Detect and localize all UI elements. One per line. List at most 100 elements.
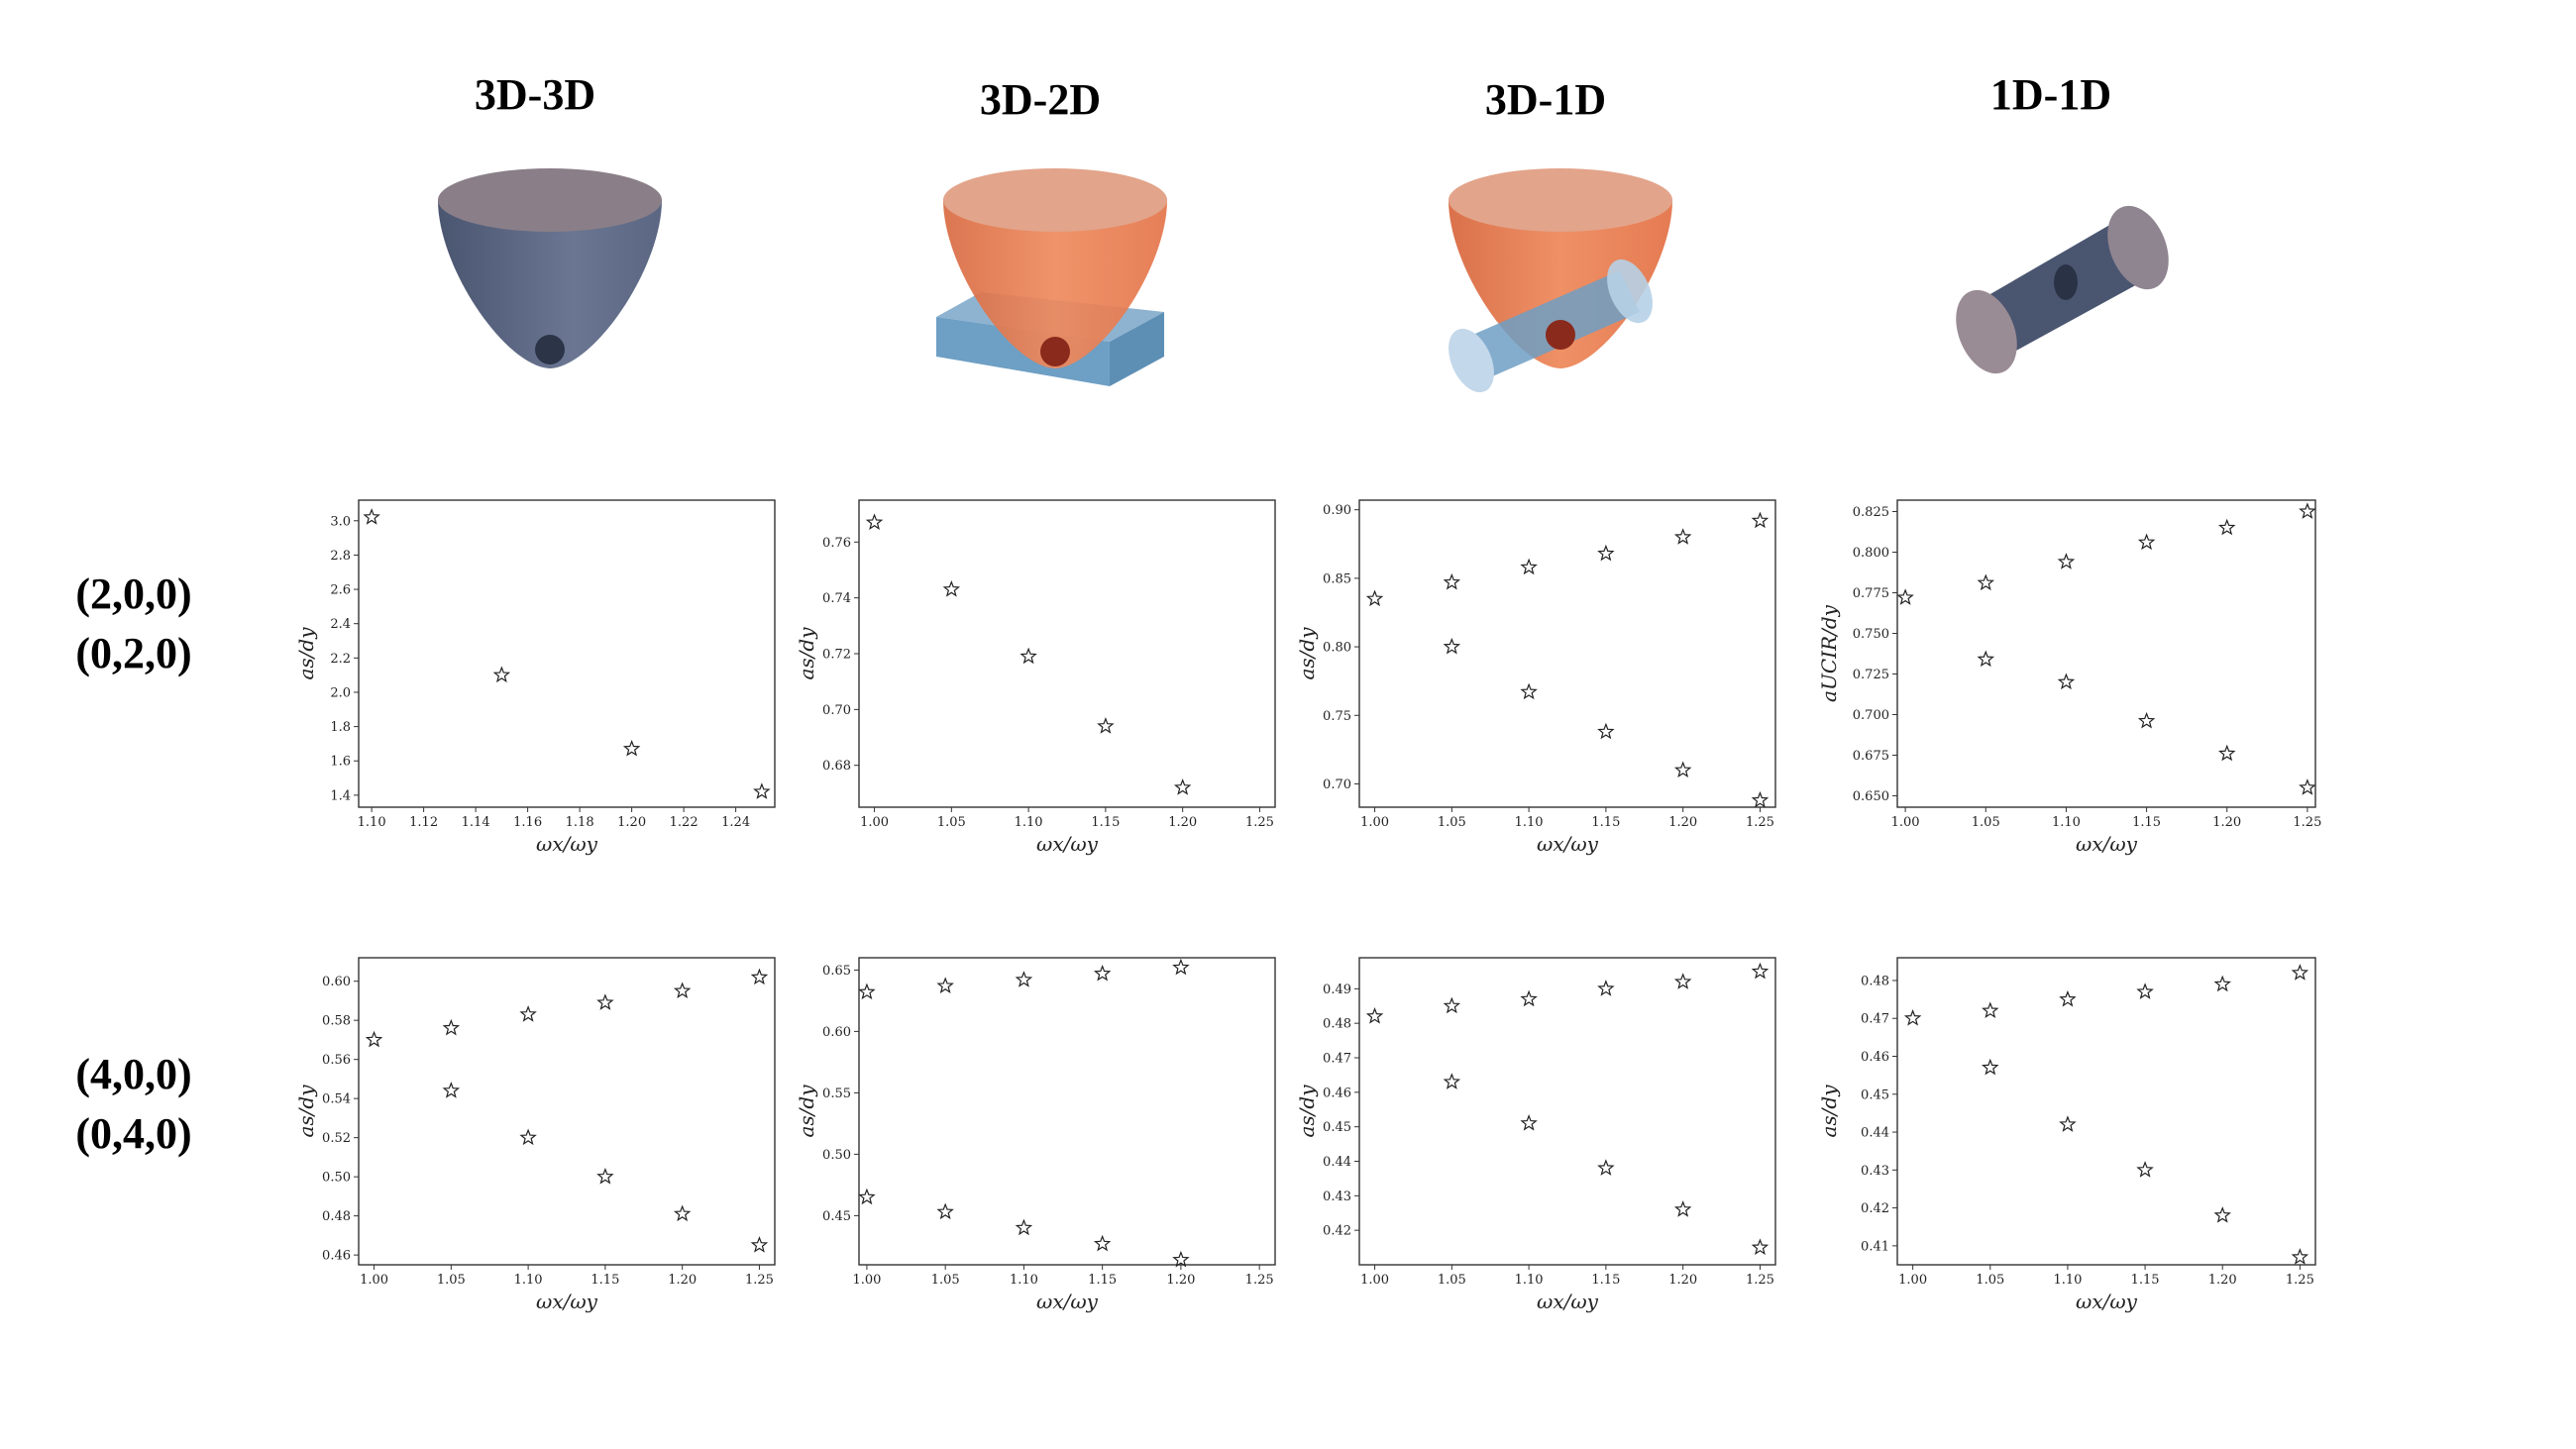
y-tick-label: 0.700 [1853,708,1889,723]
column-title-3d-2d: 3D-2D [979,75,1102,124]
x-tick-label: 1.10 [2052,815,2081,830]
x-tick-label: 1.05 [1976,1273,2004,1288]
chart-3d-2d-200: 1.00 1.05 1.10 1.15 1.20 1.25 0.68 0.70 0.72 0.74… [795,499,1276,856]
data-point-star [2057,553,2076,569]
y-tick-label: 0.42 [1861,1201,1889,1216]
x-tick-label: 1.25 [1746,815,1774,830]
atom [1546,320,1575,350]
y-axis-label: as/dy [1295,627,1319,680]
plot-frame [858,499,1276,808]
data-point-star [2291,964,2309,981]
x-tick-label: 1.10 [358,815,386,830]
data-point-star [858,1188,876,1205]
data-point-star [2059,1115,2077,1132]
y-tick-label: 0.54 [322,1092,351,1107]
y-tick-label: 0.675 [1853,749,1889,764]
trap-rim [438,168,662,232]
trap-1d-1d-illustration [1956,205,2169,374]
x-tick-label: 1.25 [2293,815,2321,830]
data-point-star [2218,518,2236,536]
data-point-star [1443,996,1461,1014]
x-tick-label: 1.05 [1438,815,1466,830]
y-tick-label: 0.725 [1853,668,1889,682]
x-tick-label: 1.00 [860,815,889,830]
chart-1d-1d-400: 1.00 1.05 1.10 1.15 1.20 1.25 0.41 0.42 0.43 0.44… [1817,957,2316,1313]
data-point-star [1520,989,1538,1007]
y-tick-label: 1.8 [330,720,351,735]
x-tick-label: 1.18 [566,815,594,830]
column-title-3d-3d: 3D-3D [474,70,596,119]
data-point-star [1597,980,1615,996]
y-tick-label: 0.47 [1323,1052,1351,1067]
row-label-200: (2,0,0) (0,2,0) [40,565,228,683]
y-tick-label: 0.43 [1323,1190,1351,1204]
y-tick-label: 0.47 [1861,1012,1889,1027]
data-point-star [2137,711,2156,729]
data-point-star [1982,1058,1999,1076]
y-tick-label: 0.43 [1861,1164,1889,1179]
data-point-star [750,968,769,985]
data-point-star [2299,778,2316,795]
data-point-star [1896,588,1914,605]
x-tick-label: 1.12 [409,815,438,830]
x-tick-label: 1.15 [590,1273,619,1288]
x-tick-label: 1.20 [1166,1273,1195,1288]
y-tick-label: 2.6 [330,583,351,598]
y-tick-label: 0.50 [822,1148,851,1163]
row-label-400-line2: (0,4,0) [75,1109,192,1158]
row-label-200-line1: (2,0,0) [75,569,192,618]
data-point-star [1015,971,1033,987]
x-axis-label: ωx/ωy [2076,832,2138,856]
data-point-star [622,739,641,757]
data-point-star [1977,650,1994,668]
x-tick-label: 1.00 [852,1273,881,1288]
chart-3d-2d-400: 1.00 1.05 1.10 1.15 1.20 1.25 0.45 0.50 0.55 0.60… [795,957,1276,1313]
y-tick-label: 0.46 [1861,1050,1889,1065]
x-tick-label: 1.20 [1168,815,1197,830]
y-tick-label: 0.825 [1853,505,1889,520]
data-point-star [2218,744,2236,762]
x-tick-label: 1.20 [2208,1273,2237,1288]
data-point-star [519,1128,537,1146]
data-point-star [942,580,961,597]
y-tick-label: 0.775 [1853,586,1889,601]
plot-frame [358,957,776,1266]
y-tick-label: 0.44 [1323,1155,1351,1170]
data-point-star [1597,1159,1615,1176]
x-tick-label: 1.20 [617,815,646,830]
x-tick-label: 1.00 [1360,815,1389,830]
data-point-star [596,993,614,1010]
data-point-star [1443,572,1461,590]
data-point-star [363,508,380,525]
y-tick-label: 0.56 [322,1053,351,1068]
tube-end-near [1449,328,1494,393]
data-point-star [1365,1007,1384,1024]
x-tick-label: 1.25 [745,1273,774,1288]
y-tick-label: 0.55 [822,1087,851,1101]
data-point-star [1751,790,1770,808]
y-tick-label: 0.65 [822,964,851,979]
chart-3d-1d-400: 1.00 1.05 1.10 1.15 1.20 1.25 0.42 0.43 0.44 0.45… [1295,957,1776,1313]
x-tick-label: 1.20 [2212,815,2241,830]
column-title-1d-1d: 1D-1D [1989,70,2112,119]
y-tick-label: 0.650 [1853,789,1889,804]
data-point-star [936,1202,954,1220]
x-tick-label: 1.22 [670,815,698,830]
data-point-star [1097,717,1115,734]
y-tick-label: 0.58 [322,1014,351,1029]
data-point-star [2136,1161,2154,1178]
y-tick-label: 0.75 [1323,709,1351,724]
slab-side [1110,312,1164,386]
y-tick-label: 2.0 [330,685,351,700]
x-tick-label: 1.10 [1515,815,1544,830]
atom [1040,337,1070,366]
x-axis-label: ωx/ωy [1537,832,1599,856]
data-point-star [365,1030,383,1048]
x-tick-label: 1.05 [1972,815,2000,830]
y-axis-label: as/dy [1817,1085,1841,1138]
y-tick-label: 0.750 [1853,627,1889,642]
data-point-star [1751,962,1770,980]
y-axis-label: as/dy [294,627,318,680]
y-tick-label: 3.0 [330,514,351,529]
data-point-star [1173,778,1192,795]
